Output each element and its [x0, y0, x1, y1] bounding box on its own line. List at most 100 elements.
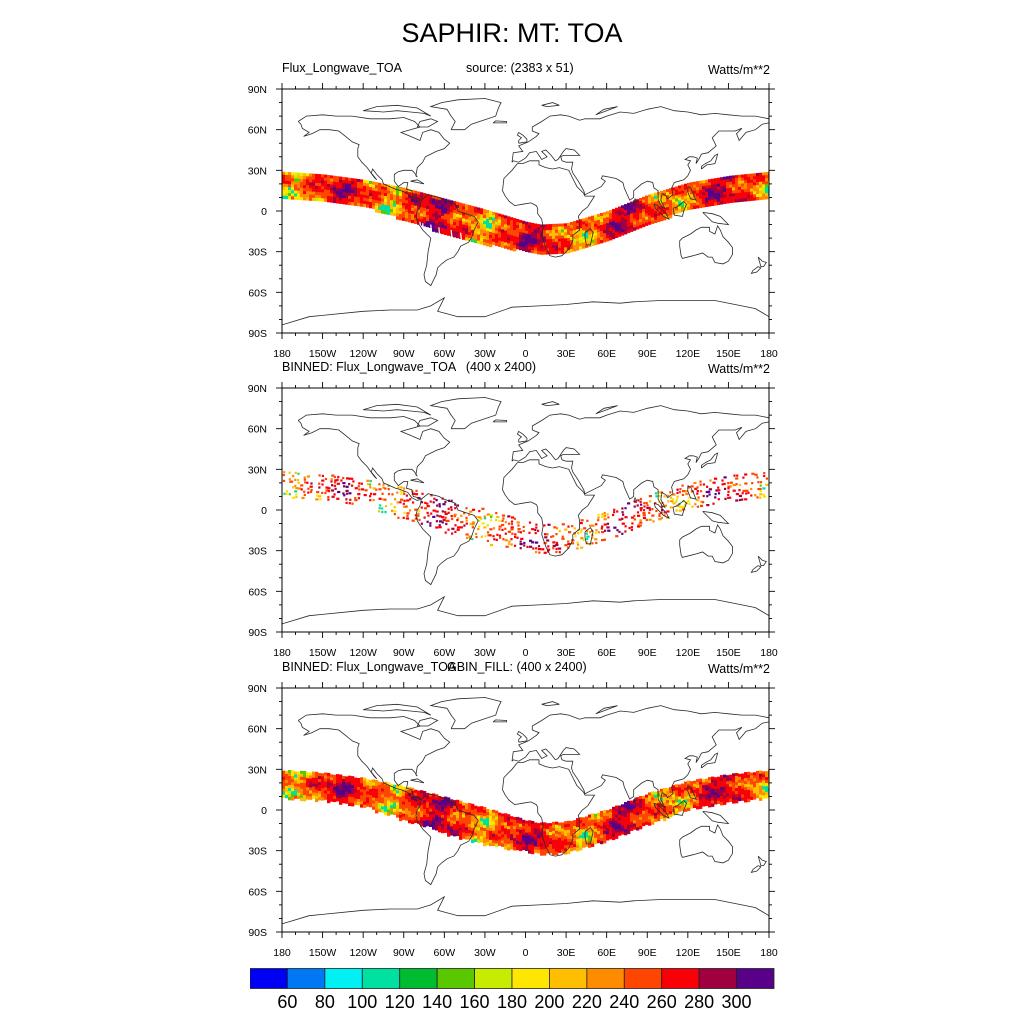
swath-cell	[303, 780, 307, 784]
swath-cell	[411, 811, 415, 816]
binned-cell	[702, 501, 705, 504]
swath-cell	[756, 197, 760, 201]
binned-cell	[600, 527, 603, 530]
swath-cell	[489, 815, 493, 820]
swath-cell	[402, 187, 406, 191]
swath-cell	[441, 206, 445, 211]
swath-cell	[399, 802, 403, 807]
binned-cell	[403, 492, 406, 495]
swath-cell	[321, 177, 325, 181]
swath-cell	[486, 228, 490, 232]
swath-cell	[648, 795, 652, 799]
swath-cell	[594, 220, 598, 225]
swath-cell	[366, 189, 370, 193]
swath-cell	[588, 231, 592, 235]
binned-cell	[727, 496, 730, 499]
binned-cell	[759, 496, 762, 499]
swath-cell	[567, 225, 571, 230]
swath-cell	[708, 200, 712, 204]
swath-cell	[462, 230, 466, 234]
swath-cell	[342, 183, 346, 187]
swath-cell	[678, 787, 682, 791]
binned-cell	[321, 479, 325, 482]
swath-cell	[765, 178, 769, 182]
swath-cell	[735, 782, 739, 786]
swath-cell	[498, 833, 502, 837]
binned-cell	[705, 490, 709, 494]
swath-cell	[762, 184, 766, 188]
coastline	[702, 511, 730, 525]
swath-cell	[648, 212, 652, 216]
swath-cell	[423, 223, 427, 227]
x-tick-label: 30E	[557, 348, 576, 360]
swath-cell	[516, 246, 520, 250]
swath-cell	[666, 800, 670, 804]
swath-cell	[561, 843, 565, 847]
swath-cell	[471, 211, 475, 216]
swath-cell	[546, 239, 550, 243]
swath-cell	[576, 247, 580, 251]
swath-cell	[441, 829, 445, 834]
swath-cell	[522, 846, 526, 851]
swath-cell	[321, 797, 325, 801]
swath-cell	[669, 194, 673, 198]
swath-cell	[483, 840, 487, 844]
swath-cell	[474, 209, 478, 213]
swath-cell	[492, 833, 496, 837]
coastline	[633, 796, 637, 803]
swath-cell	[387, 199, 391, 203]
binned-cell	[697, 496, 700, 499]
swath-cell	[444, 225, 448, 229]
swath-cell	[501, 828, 505, 832]
swath-cell	[327, 196, 331, 200]
y-tick-label: 90N	[248, 383, 267, 395]
swath-cell	[729, 798, 733, 802]
swath-cell	[354, 795, 358, 799]
swath-cell	[468, 827, 472, 831]
swath-cell	[654, 213, 658, 217]
swath-cell	[357, 200, 361, 204]
swath-cell	[513, 245, 517, 249]
swath-cell	[639, 219, 643, 223]
swath-cell	[720, 192, 724, 196]
binned-cell	[682, 508, 686, 511]
swath-cell	[366, 204, 370, 208]
swath-cell	[582, 224, 586, 228]
swath-cell	[573, 826, 577, 830]
swath-cell	[573, 820, 577, 824]
swath-cell	[330, 774, 334, 778]
swath-cell	[564, 238, 568, 242]
swath-cell	[594, 232, 598, 237]
swath-cell	[564, 839, 568, 843]
swath-cell	[462, 826, 466, 830]
swath-cell	[564, 244, 568, 248]
binned-cell	[552, 535, 555, 538]
swath-cell	[483, 227, 487, 231]
swath-cell	[339, 792, 343, 796]
binned-cell	[657, 491, 661, 494]
swath-cell	[285, 773, 289, 778]
swath-cell	[528, 237, 532, 241]
swath-cell	[342, 186, 346, 190]
swath-cell	[720, 778, 724, 782]
swath-cell	[717, 195, 721, 199]
swath-cell	[375, 188, 379, 192]
swath-cell	[333, 190, 337, 195]
swath-cell	[612, 818, 616, 823]
swath-cell	[396, 799, 400, 803]
swath-cell	[645, 219, 649, 223]
swath-cell	[717, 788, 721, 792]
swath-cell	[510, 825, 514, 829]
swath-cell	[477, 207, 481, 211]
swath-cell	[375, 209, 379, 213]
binned-cell	[586, 519, 589, 522]
swath-cell	[630, 815, 634, 819]
swath-cell	[687, 807, 691, 811]
coastline	[511, 421, 769, 509]
swath-cell	[717, 180, 721, 184]
binned-cell	[372, 487, 376, 490]
swath-cell	[441, 227, 445, 232]
swath-cell	[444, 829, 448, 833]
swath-cell	[282, 779, 286, 783]
